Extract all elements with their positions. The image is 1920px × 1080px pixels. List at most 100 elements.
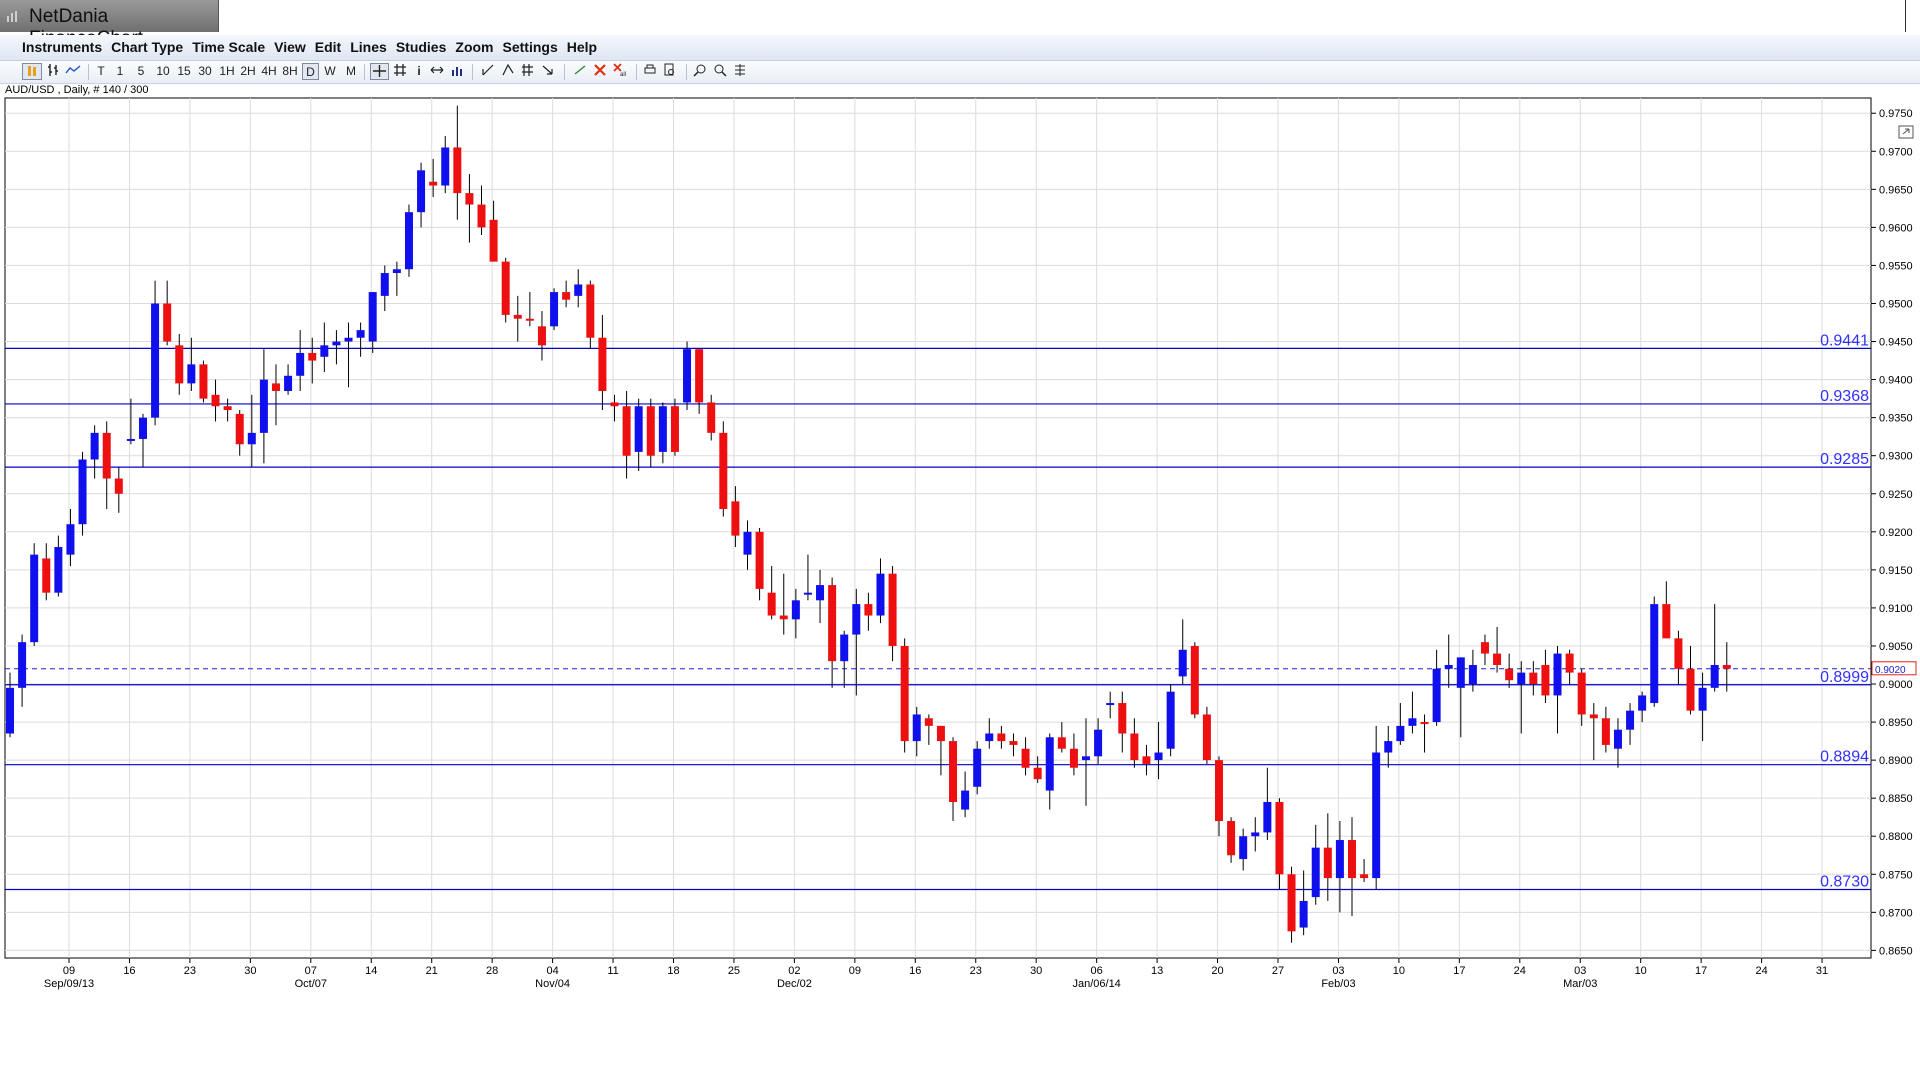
candle[interactable] xyxy=(1045,733,1054,810)
candle-body[interactable] xyxy=(1347,840,1356,879)
candle[interactable] xyxy=(1239,828,1248,871)
candle-body[interactable] xyxy=(840,634,849,662)
candle-body[interactable] xyxy=(211,394,220,407)
candle[interactable] xyxy=(1589,703,1598,761)
candle[interactable] xyxy=(1154,722,1163,780)
candle[interactable] xyxy=(1094,718,1103,764)
candle-body[interactable] xyxy=(973,748,982,787)
candle-body[interactable] xyxy=(1130,733,1139,761)
candle-body[interactable] xyxy=(54,547,63,593)
candle-body[interactable] xyxy=(1408,718,1417,726)
candle[interactable] xyxy=(1263,767,1272,841)
candle[interactable] xyxy=(235,410,244,456)
candle-body[interactable] xyxy=(1710,664,1719,688)
candle[interactable] xyxy=(308,337,317,384)
candle-body[interactable] xyxy=(900,645,909,742)
candle-body[interactable] xyxy=(1021,748,1030,768)
plot-area[interactable] xyxy=(4,97,1872,959)
candle-body[interactable] xyxy=(1384,741,1393,753)
candle[interactable] xyxy=(1638,691,1647,723)
timeframe-m[interactable]: M xyxy=(346,64,356,78)
candle[interactable] xyxy=(284,364,293,395)
candle-body[interactable] xyxy=(1553,653,1562,696)
candle[interactable] xyxy=(1444,634,1453,688)
candle[interactable] xyxy=(1493,626,1502,673)
candle[interactable] xyxy=(151,280,160,426)
candle[interactable] xyxy=(1710,604,1719,692)
timeframe-8h[interactable]: 8H xyxy=(282,64,298,78)
candle-body[interactable] xyxy=(296,352,305,376)
candle-body[interactable] xyxy=(1263,801,1272,833)
candle-body[interactable] xyxy=(308,352,317,361)
candle-body[interactable] xyxy=(453,147,462,194)
candle-body[interactable] xyxy=(392,269,401,274)
candle-body[interactable] xyxy=(477,204,486,228)
candle[interactable] xyxy=(840,630,849,688)
zoom-in-icon[interactable] xyxy=(692,63,708,80)
candle[interactable] xyxy=(1021,737,1030,776)
candle-body[interactable] xyxy=(622,406,631,456)
candle-body[interactable] xyxy=(1601,718,1610,745)
candle-body[interactable] xyxy=(102,432,111,479)
candle-body[interactable] xyxy=(803,592,812,595)
candle-body[interactable] xyxy=(42,558,51,593)
candle[interactable] xyxy=(1517,661,1526,734)
candle[interactable] xyxy=(223,398,232,422)
timeframe-30[interactable]: 30 xyxy=(198,64,212,78)
candle-body[interactable] xyxy=(1420,722,1429,725)
draw-line-icon[interactable] xyxy=(572,63,588,80)
candle-body[interactable] xyxy=(284,375,293,392)
candle-body[interactable] xyxy=(634,406,643,452)
candle[interactable] xyxy=(1384,725,1393,768)
candle[interactable] xyxy=(368,292,377,353)
candle-body[interactable] xyxy=(1275,801,1284,875)
candle-body[interactable] xyxy=(1227,821,1236,856)
candle[interactable] xyxy=(949,737,958,822)
timeframe-d[interactable]: D xyxy=(302,63,319,80)
candle[interactable] xyxy=(1565,649,1574,685)
candle[interactable] xyxy=(1420,714,1429,753)
candle[interactable] xyxy=(42,543,51,601)
candle[interactable] xyxy=(1130,718,1139,768)
candle[interactable] xyxy=(755,528,764,601)
candle[interactable] xyxy=(1323,813,1332,901)
candle[interactable] xyxy=(90,425,99,479)
candle-body[interactable] xyxy=(1372,752,1381,879)
candle[interactable] xyxy=(1674,630,1683,685)
timeframe-t[interactable]: T xyxy=(97,64,105,78)
candle[interactable] xyxy=(1432,649,1441,726)
candle-body[interactable] xyxy=(78,459,87,525)
candle[interactable] xyxy=(816,569,825,624)
candle[interactable] xyxy=(1408,691,1417,734)
menu-settings[interactable]: Settings xyxy=(502,39,558,55)
candle-body[interactable] xyxy=(235,413,244,445)
candle[interactable] xyxy=(912,706,921,757)
candle-body[interactable] xyxy=(223,406,232,411)
candle[interactable] xyxy=(1553,645,1562,734)
candle-body[interactable] xyxy=(610,402,619,407)
candle[interactable] xyxy=(1057,722,1066,753)
candle[interactable] xyxy=(1613,718,1622,768)
candle-body[interactable] xyxy=(586,284,595,338)
candle-body[interactable] xyxy=(924,718,933,726)
candle-body[interactable] xyxy=(163,303,172,342)
crosshair-icon[interactable] xyxy=(370,63,389,80)
candle[interactable] xyxy=(441,136,450,194)
candle[interactable] xyxy=(973,741,982,795)
candle[interactable] xyxy=(1722,642,1731,692)
candle-body[interactable] xyxy=(683,349,692,403)
candle-body[interactable] xyxy=(1251,832,1260,837)
candle[interactable] xyxy=(803,554,812,601)
candle-body[interactable] xyxy=(1166,691,1175,749)
candle-body[interactable] xyxy=(1045,737,1054,791)
candle[interactable] xyxy=(296,330,305,392)
candle-body[interactable] xyxy=(574,284,583,296)
candle-body[interactable] xyxy=(187,364,196,384)
candle-body[interactable] xyxy=(767,592,776,616)
candle-body[interactable] xyxy=(1154,752,1163,761)
detach-window-icon[interactable] xyxy=(1898,125,1914,139)
candle[interactable] xyxy=(513,295,522,342)
candle-body[interactable] xyxy=(719,432,728,509)
candle-body[interactable] xyxy=(537,326,546,346)
delete-all-icon[interactable]: all xyxy=(612,63,628,80)
